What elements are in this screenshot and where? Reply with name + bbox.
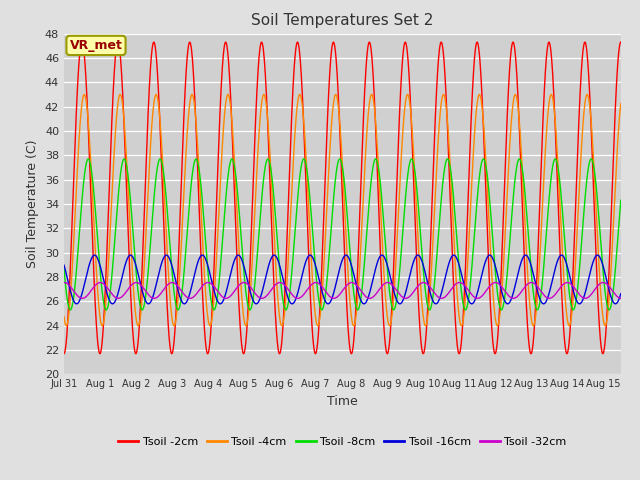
Tsoil -2cm: [60, 351, 68, 357]
Tsoil -8cm: [336, 156, 344, 162]
Tsoil -4cm: [546, 94, 554, 100]
Tsoil -2cm: [617, 39, 625, 45]
Tsoil -4cm: [157, 125, 164, 131]
Tsoil -16cm: [274, 257, 282, 263]
Tsoil -8cm: [617, 197, 625, 203]
Line: Tsoil -16cm: Tsoil -16cm: [64, 255, 621, 304]
Tsoil -32cm: [186, 296, 194, 301]
Tsoil -32cm: [606, 285, 614, 291]
Tsoil -16cm: [546, 287, 554, 293]
Tsoil -16cm: [612, 301, 620, 307]
Tsoil -16cm: [127, 252, 134, 258]
Tsoil -4cm: [565, 323, 573, 329]
Tsoil -8cm: [124, 170, 132, 176]
Tsoil -32cm: [274, 280, 282, 286]
Tsoil -16cm: [124, 255, 131, 261]
Tsoil -8cm: [60, 266, 68, 272]
X-axis label: Time: Time: [327, 395, 358, 408]
Tsoil -16cm: [298, 274, 306, 279]
Text: VR_met: VR_met: [70, 39, 122, 52]
Tsoil -2cm: [298, 79, 305, 84]
Tsoil -4cm: [224, 92, 232, 97]
Tsoil -4cm: [274, 294, 282, 300]
Tsoil -16cm: [606, 291, 614, 297]
Tsoil -4cm: [617, 101, 625, 107]
Title: Soil Temperatures Set 2: Soil Temperatures Set 2: [252, 13, 433, 28]
Tsoil -8cm: [274, 243, 282, 249]
Tsoil -32cm: [157, 291, 164, 297]
Tsoil -8cm: [547, 183, 554, 189]
Tsoil -8cm: [67, 307, 74, 313]
Tsoil -16cm: [157, 263, 164, 269]
Tsoil -2cm: [124, 212, 131, 218]
Tsoil -16cm: [617, 291, 625, 297]
Tsoil -2cm: [157, 135, 164, 141]
Tsoil -32cm: [124, 287, 131, 293]
Tsoil -32cm: [298, 294, 306, 300]
Tsoil -32cm: [546, 295, 554, 301]
Tsoil -2cm: [546, 41, 554, 47]
Line: Tsoil -8cm: Tsoil -8cm: [64, 159, 621, 310]
Tsoil -2cm: [274, 341, 282, 347]
Tsoil -4cm: [298, 99, 306, 105]
Tsoil -4cm: [124, 174, 131, 180]
Tsoil -8cm: [157, 156, 164, 162]
Tsoil -32cm: [60, 280, 68, 286]
Tsoil -4cm: [60, 314, 68, 320]
Tsoil -16cm: [60, 262, 68, 268]
Tsoil -32cm: [617, 295, 625, 301]
Tsoil -32cm: [599, 280, 607, 286]
Tsoil -4cm: [606, 280, 614, 286]
Tsoil -8cm: [298, 160, 306, 166]
Legend: Tsoil -2cm, Tsoil -4cm, Tsoil -8cm, Tsoil -16cm, Tsoil -32cm: Tsoil -2cm, Tsoil -4cm, Tsoil -8cm, Tsoi…: [114, 433, 571, 452]
Line: Tsoil -4cm: Tsoil -4cm: [64, 95, 621, 326]
Line: Tsoil -32cm: Tsoil -32cm: [64, 283, 621, 299]
Tsoil -8cm: [606, 306, 614, 312]
Line: Tsoil -2cm: Tsoil -2cm: [64, 42, 621, 354]
Y-axis label: Soil Temperature (C): Soil Temperature (C): [26, 140, 39, 268]
Tsoil -2cm: [606, 248, 614, 253]
